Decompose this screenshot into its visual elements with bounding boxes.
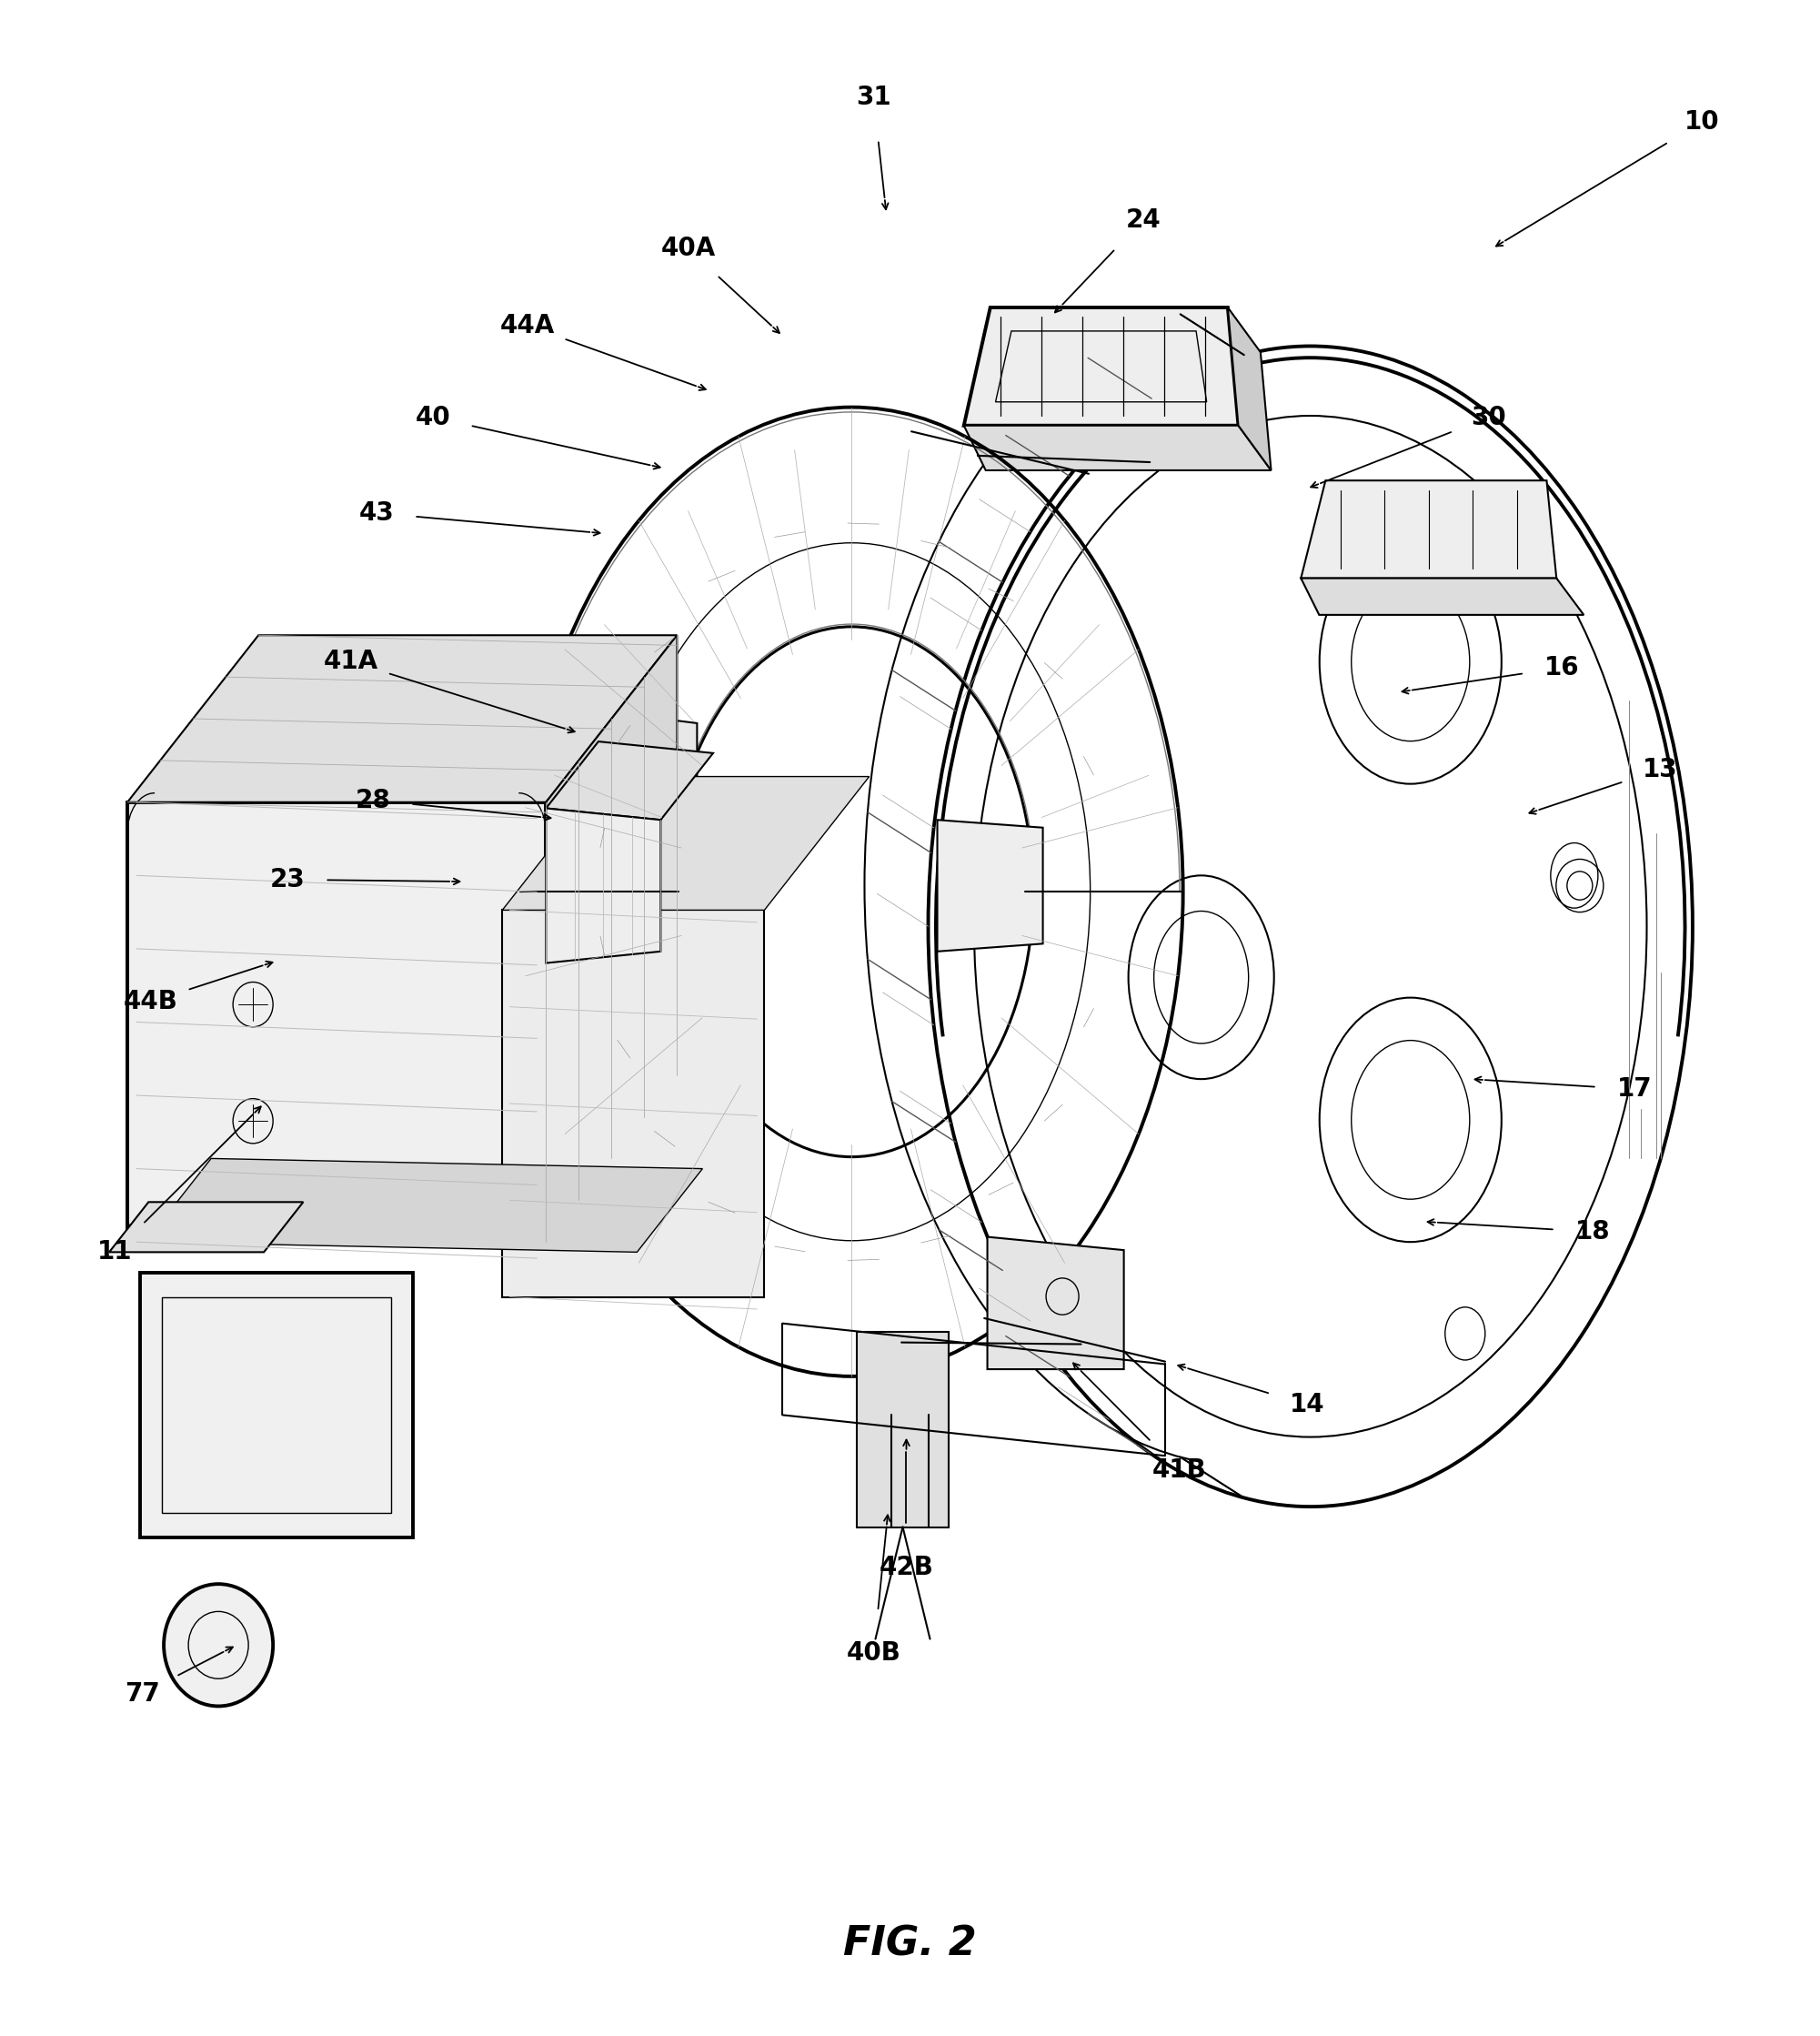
Text: 41A: 41A	[324, 649, 379, 674]
Polygon shape	[109, 1201, 304, 1252]
Polygon shape	[546, 635, 677, 1242]
Polygon shape	[986, 1238, 1125, 1368]
Polygon shape	[1301, 578, 1583, 615]
Polygon shape	[857, 1332, 948, 1527]
Text: 14: 14	[1289, 1393, 1325, 1417]
Text: 10: 10	[1684, 110, 1720, 134]
Text: 40: 40	[415, 405, 451, 430]
Text: FIG. 2: FIG. 2	[843, 1924, 977, 1965]
Polygon shape	[568, 711, 697, 849]
Polygon shape	[502, 776, 870, 910]
Text: 16: 16	[1543, 656, 1580, 680]
Text: 23: 23	[269, 867, 306, 892]
Polygon shape	[127, 635, 677, 802]
Polygon shape	[937, 821, 1043, 951]
Polygon shape	[140, 1272, 413, 1537]
Polygon shape	[568, 674, 624, 735]
Polygon shape	[546, 808, 661, 963]
Text: 44A: 44A	[501, 314, 555, 338]
Text: 43: 43	[359, 501, 395, 525]
Text: 17: 17	[1616, 1077, 1653, 1101]
Polygon shape	[1229, 307, 1270, 470]
Text: 11: 11	[96, 1240, 133, 1264]
Text: 40A: 40A	[661, 236, 715, 261]
Text: 41B: 41B	[1152, 1458, 1207, 1482]
Text: 42B: 42B	[879, 1556, 934, 1580]
Polygon shape	[1301, 480, 1556, 578]
Text: 40B: 40B	[846, 1641, 901, 1665]
Circle shape	[164, 1584, 273, 1706]
Polygon shape	[146, 1158, 703, 1252]
Text: 24: 24	[1125, 208, 1161, 232]
Text: 18: 18	[1574, 1220, 1611, 1244]
Text: 30: 30	[1471, 405, 1507, 430]
Polygon shape	[546, 741, 713, 821]
Polygon shape	[965, 307, 1238, 426]
Text: 44B: 44B	[124, 989, 178, 1014]
Text: 28: 28	[355, 788, 391, 812]
Text: 13: 13	[1642, 757, 1678, 782]
Text: 77: 77	[124, 1682, 160, 1706]
Polygon shape	[965, 426, 1270, 470]
Text: 31: 31	[855, 86, 892, 110]
Polygon shape	[502, 910, 764, 1297]
Polygon shape	[127, 802, 546, 1242]
